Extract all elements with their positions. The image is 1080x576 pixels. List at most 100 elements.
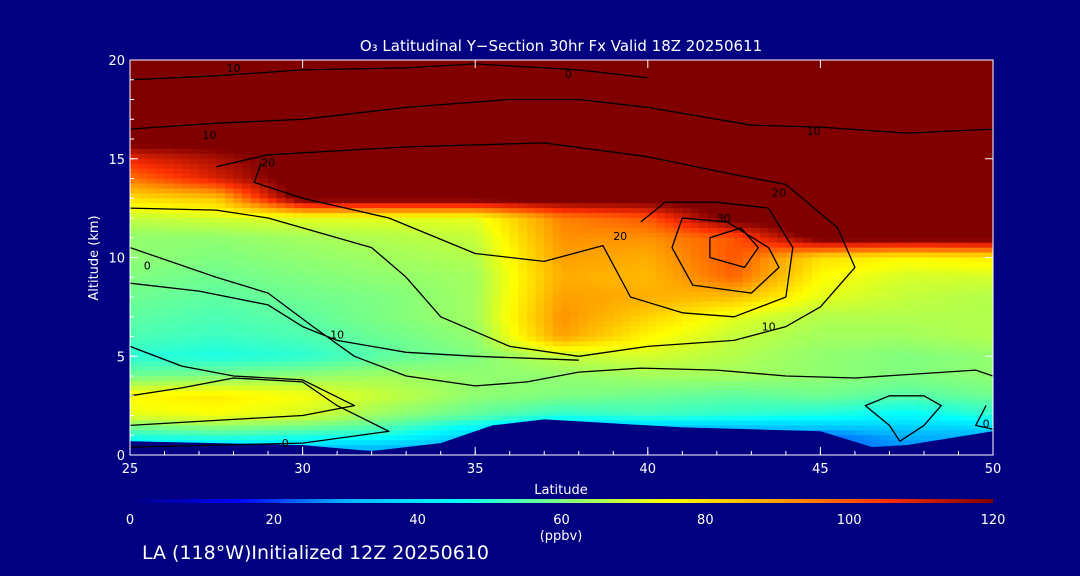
heatmap-cell	[639, 222, 649, 229]
heatmap-cell	[414, 188, 425, 194]
heatmap-cell	[380, 148, 390, 155]
heatmap-cell	[535, 331, 545, 338]
heatmap-cell	[328, 247, 338, 254]
heatmap-cell	[345, 297, 355, 303]
heatmap-cell	[311, 74, 321, 81]
heatmap-cell	[190, 79, 200, 86]
heatmap-cell	[639, 143, 649, 150]
heatmap-cell	[630, 242, 640, 249]
heatmap-cell	[233, 440, 243, 446]
heatmap-cell	[207, 321, 217, 328]
heatmap-cell	[388, 89, 399, 96]
heatmap-cell	[268, 99, 278, 106]
heatmap-cell	[518, 139, 528, 145]
heatmap-cell	[337, 119, 347, 125]
heatmap-cell	[475, 173, 485, 180]
heatmap-cell	[190, 119, 200, 125]
heatmap-cell	[406, 311, 416, 318]
heatmap-cell	[199, 60, 209, 66]
heatmap-cell	[449, 385, 459, 392]
heatmap-cell	[578, 385, 588, 392]
heatmap-cell	[328, 242, 338, 249]
heatmap-cell	[242, 321, 252, 328]
heatmap-cell	[173, 218, 183, 224]
heatmap-cell	[181, 292, 192, 298]
heatmap-cell	[656, 316, 666, 323]
heatmap-cell	[345, 311, 355, 318]
heatmap-cell	[509, 346, 519, 352]
heatmap-cell	[242, 134, 252, 140]
heatmap-cell	[483, 134, 494, 140]
heatmap-cell	[345, 277, 355, 283]
heatmap-cell	[276, 311, 286, 318]
heatmap-cell	[570, 183, 580, 189]
heatmap-cell	[613, 114, 623, 120]
heatmap-cell	[173, 311, 183, 318]
heatmap-cell	[311, 143, 321, 150]
heatmap-cell	[596, 282, 606, 288]
heatmap-cell	[647, 301, 658, 308]
heatmap-cell	[138, 213, 148, 219]
heatmap-cell	[544, 183, 554, 189]
heatmap-cell	[475, 331, 485, 338]
heatmap-cell	[596, 405, 606, 412]
heatmap-cell	[647, 252, 658, 259]
heatmap-cell	[259, 163, 269, 170]
heatmap-cell	[233, 193, 243, 199]
heatmap-cell	[432, 390, 442, 397]
heatmap-cell	[570, 124, 580, 130]
heatmap-cell	[224, 380, 235, 387]
heatmap-cell	[293, 148, 304, 155]
heatmap-cell	[492, 143, 502, 150]
heatmap-cell	[466, 193, 476, 199]
heatmap-cell	[509, 74, 519, 81]
heatmap-cell	[328, 425, 338, 431]
heatmap-cell	[380, 188, 390, 194]
heatmap-cell	[311, 356, 321, 362]
heatmap-cell	[233, 237, 243, 244]
heatmap-cell	[199, 390, 209, 397]
heatmap-cell	[613, 227, 623, 234]
heatmap-cell	[164, 232, 174, 239]
heatmap-cell	[578, 400, 588, 407]
heatmap-cell	[380, 168, 390, 175]
heatmap-cell	[578, 218, 588, 224]
heatmap-cell	[380, 79, 390, 86]
heatmap-cell	[388, 282, 399, 288]
heatmap-cell	[518, 208, 528, 214]
heatmap-cell	[233, 331, 243, 338]
heatmap-cell	[639, 134, 649, 140]
heatmap-cell	[639, 390, 649, 397]
heatmap-cell	[259, 435, 269, 441]
heatmap-cell	[449, 193, 459, 199]
heatmap-cell	[397, 94, 407, 101]
heatmap-cell	[449, 153, 459, 160]
heatmap-cell	[268, 79, 278, 86]
heatmap-cell	[475, 356, 485, 362]
heatmap-cell	[224, 326, 235, 333]
heatmap-cell	[466, 178, 476, 185]
heatmap-cell	[380, 94, 390, 101]
heatmap-cell	[449, 366, 459, 372]
heatmap-cell	[190, 84, 200, 91]
heatmap-cell	[630, 267, 640, 273]
heatmap-cell	[268, 104, 278, 110]
heatmap-cell	[526, 277, 537, 283]
heatmap-cell	[552, 341, 563, 347]
heatmap-cell	[552, 114, 563, 120]
heatmap-cell	[647, 168, 658, 175]
heatmap-cell	[319, 316, 330, 323]
heatmap-cell	[302, 356, 312, 362]
heatmap-cell	[130, 405, 140, 412]
heatmap-cell	[526, 282, 537, 288]
heatmap-cell	[138, 267, 148, 273]
heatmap-cell	[293, 385, 304, 392]
heatmap-cell	[492, 60, 502, 66]
heatmap-cell	[483, 178, 494, 185]
heatmap-cell	[423, 203, 433, 209]
heatmap-cell	[216, 425, 226, 431]
heatmap-cell	[604, 336, 614, 343]
heatmap-cell	[388, 257, 399, 264]
heatmap-cell	[388, 193, 399, 199]
heatmap-cell	[432, 326, 442, 333]
